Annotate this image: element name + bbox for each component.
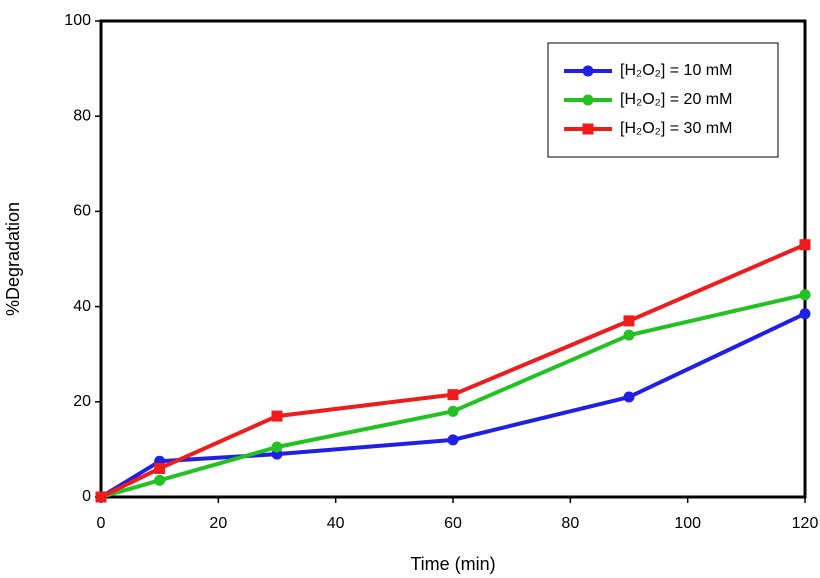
marker bbox=[623, 315, 635, 327]
x-tick-label: 40 bbox=[327, 515, 345, 532]
marker bbox=[154, 462, 166, 474]
x-tick-label: 60 bbox=[444, 515, 462, 532]
marker bbox=[271, 410, 283, 422]
series-line bbox=[100, 242, 806, 499]
marker bbox=[447, 389, 459, 401]
marker bbox=[447, 434, 459, 446]
plot-frame bbox=[99, 19, 807, 499]
legend-label: [H₂O₂] = 30 mM bbox=[620, 120, 732, 137]
y-tick-label: 20 bbox=[73, 393, 91, 410]
marker bbox=[95, 491, 107, 503]
marker bbox=[582, 94, 594, 106]
legend-label: [H₂O₂] = 10 mM bbox=[620, 62, 732, 79]
marker bbox=[799, 289, 811, 301]
x-tick-label: 0 bbox=[97, 515, 106, 532]
marker bbox=[154, 474, 166, 486]
y-tick-label: 60 bbox=[73, 203, 91, 220]
x-tick-label: 20 bbox=[209, 515, 227, 532]
y-axis-label: %Degradation bbox=[3, 202, 23, 316]
marker bbox=[447, 405, 459, 417]
series-line bbox=[100, 292, 806, 499]
x-tick-label: 80 bbox=[561, 515, 579, 532]
x-axis-label: Time (min) bbox=[410, 554, 495, 574]
y-tick-label: 100 bbox=[64, 12, 91, 29]
marker bbox=[799, 308, 811, 320]
marker bbox=[799, 239, 811, 251]
marker bbox=[271, 441, 283, 453]
marker bbox=[623, 391, 635, 403]
x-tick-label: 100 bbox=[674, 515, 701, 532]
marker bbox=[582, 123, 594, 135]
series-line bbox=[99, 311, 806, 499]
y-tick-label: 0 bbox=[82, 488, 91, 505]
x-tick-label: 120 bbox=[792, 515, 819, 532]
marker bbox=[623, 329, 635, 341]
y-tick-label: 40 bbox=[73, 298, 91, 315]
marker bbox=[582, 65, 594, 77]
y-tick-label: 80 bbox=[73, 107, 91, 124]
legend-label: [H₂O₂] = 20 mM bbox=[620, 91, 732, 108]
